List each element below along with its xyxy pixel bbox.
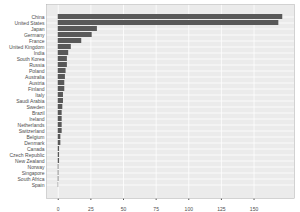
svg-text:125: 125 [217, 206, 226, 212]
svg-text:Switzerland: Switzerland [18, 127, 45, 134]
svg-text:Czech Republic: Czech Republic [9, 151, 45, 158]
svg-text:Brazil: Brazil [32, 109, 45, 116]
svg-text:50: 50 [121, 206, 127, 212]
svg-text:Finland: Finland [28, 85, 45, 92]
svg-text:Poland: Poland [28, 67, 45, 74]
svg-text:100: 100 [185, 206, 194, 212]
svg-text:Italy: Italy [35, 91, 45, 98]
svg-text:Japan: Japan [30, 25, 45, 32]
svg-text:United Kingdom: United Kingdom [8, 43, 45, 50]
svg-text:75: 75 [153, 206, 159, 212]
svg-text:Denmark: Denmark [24, 139, 45, 146]
svg-text:Netherlands: Netherlands [17, 121, 45, 128]
svg-text:United States: United States [14, 19, 45, 26]
svg-text:150: 150 [250, 206, 259, 212]
svg-text:Canada: Canada [27, 145, 45, 152]
svg-text:France: France [28, 37, 45, 44]
svg-text:South Africa: South Africa [17, 175, 45, 182]
svg-text:Sweden: Sweden [26, 103, 45, 110]
svg-text:25: 25 [88, 206, 94, 212]
svg-text:Russia: Russia [29, 61, 45, 68]
svg-text:Belgium: Belgium [26, 133, 45, 140]
svg-text:Austria: Austria [28, 79, 45, 86]
svg-text:Germany: Germany [23, 31, 45, 38]
svg-text:Spain: Spain [32, 182, 45, 188]
svg-text:Norway: Norway [27, 163, 45, 170]
svg-text:0: 0 [57, 206, 60, 212]
svg-text:New Zealand: New Zealand [15, 157, 45, 164]
svg-text:Ireland: Ireland [29, 115, 45, 122]
svg-text:China: China [31, 13, 45, 20]
svg-text:South Korea: South Korea [16, 55, 45, 62]
svg-text:India: India [33, 49, 45, 56]
svg-text:Australia: Australia [25, 73, 45, 80]
svg-text:Saudi Arabia: Saudi Arabia [16, 97, 45, 104]
svg-text:Singapore: Singapore [21, 169, 45, 176]
